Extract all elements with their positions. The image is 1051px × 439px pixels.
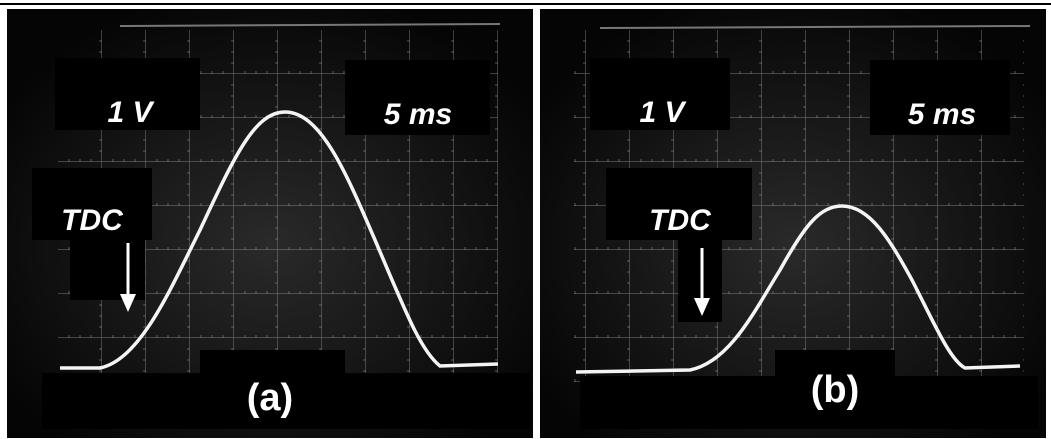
time-scale: 5 ms: [908, 98, 976, 131]
waveform: [575, 204, 1021, 374]
label-box: [580, 376, 1038, 429]
label-box: [606, 168, 752, 240]
tdc-label: TDC: [61, 204, 124, 237]
panel-a: 1 V 5 ms TDC (a): [7, 9, 533, 438]
panel-label: (a): [247, 377, 293, 419]
label-box: [70, 238, 145, 300]
label-box: [775, 350, 895, 378]
label-box: [55, 58, 200, 130]
label-box: [42, 373, 530, 429]
panel-label: (b): [811, 369, 860, 411]
label-box: [870, 60, 1010, 135]
time-scale: 5 ms: [384, 98, 452, 131]
panel-b: 1 V 5 ms TDC (b): [540, 9, 1046, 438]
volts-scale: 1 V: [107, 96, 155, 129]
tdc-arrowhead: [694, 298, 710, 316]
tdc-arrowhead: [120, 294, 136, 312]
label-box: [32, 168, 152, 240]
tdc-label: TDC: [649, 204, 712, 237]
waveform: [60, 110, 499, 370]
edge-trace: [599, 25, 1031, 29]
edge-trace: [119, 23, 501, 27]
label-box: [200, 350, 345, 375]
label-box: [345, 60, 490, 135]
label-box: [590, 58, 730, 130]
volts-scale: 1 V: [639, 96, 687, 129]
